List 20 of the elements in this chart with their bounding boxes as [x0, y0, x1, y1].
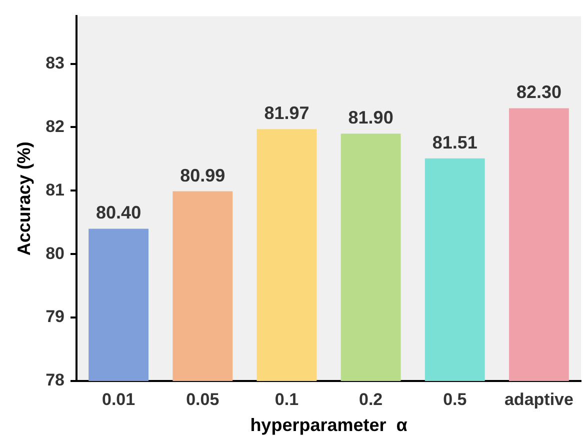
y-tick-label: 79 — [46, 307, 65, 326]
x-tick-label: 0.2 — [358, 390, 383, 409]
y-tick-label: 78 — [46, 370, 65, 390]
y-axis-title: Accuracy (%) — [14, 142, 34, 256]
x-tick-label: 0.01 — [102, 390, 136, 409]
y-tick-label: 81 — [46, 180, 65, 200]
data-label: 82.30 — [516, 82, 562, 102]
y-tick-label: 82 — [46, 116, 65, 136]
x-tick-label: adaptive — [504, 390, 574, 409]
y-tick-label: 83 — [46, 53, 65, 72]
data-label: 80.99 — [180, 165, 226, 186]
data-label: 81.51 — [432, 132, 478, 152]
x-tick-label: 0.05 — [186, 390, 220, 409]
y-tick-label: 80 — [46, 244, 65, 263]
x-tick-label: 0.5 — [443, 390, 467, 409]
x-tick-label: 0.1 — [274, 390, 299, 409]
data-label: 80.40 — [96, 202, 142, 223]
data-label: 81.97 — [264, 103, 310, 124]
x-axis-title: hyperparameter α — [250, 415, 408, 436]
data-label: 81.90 — [348, 108, 394, 128]
